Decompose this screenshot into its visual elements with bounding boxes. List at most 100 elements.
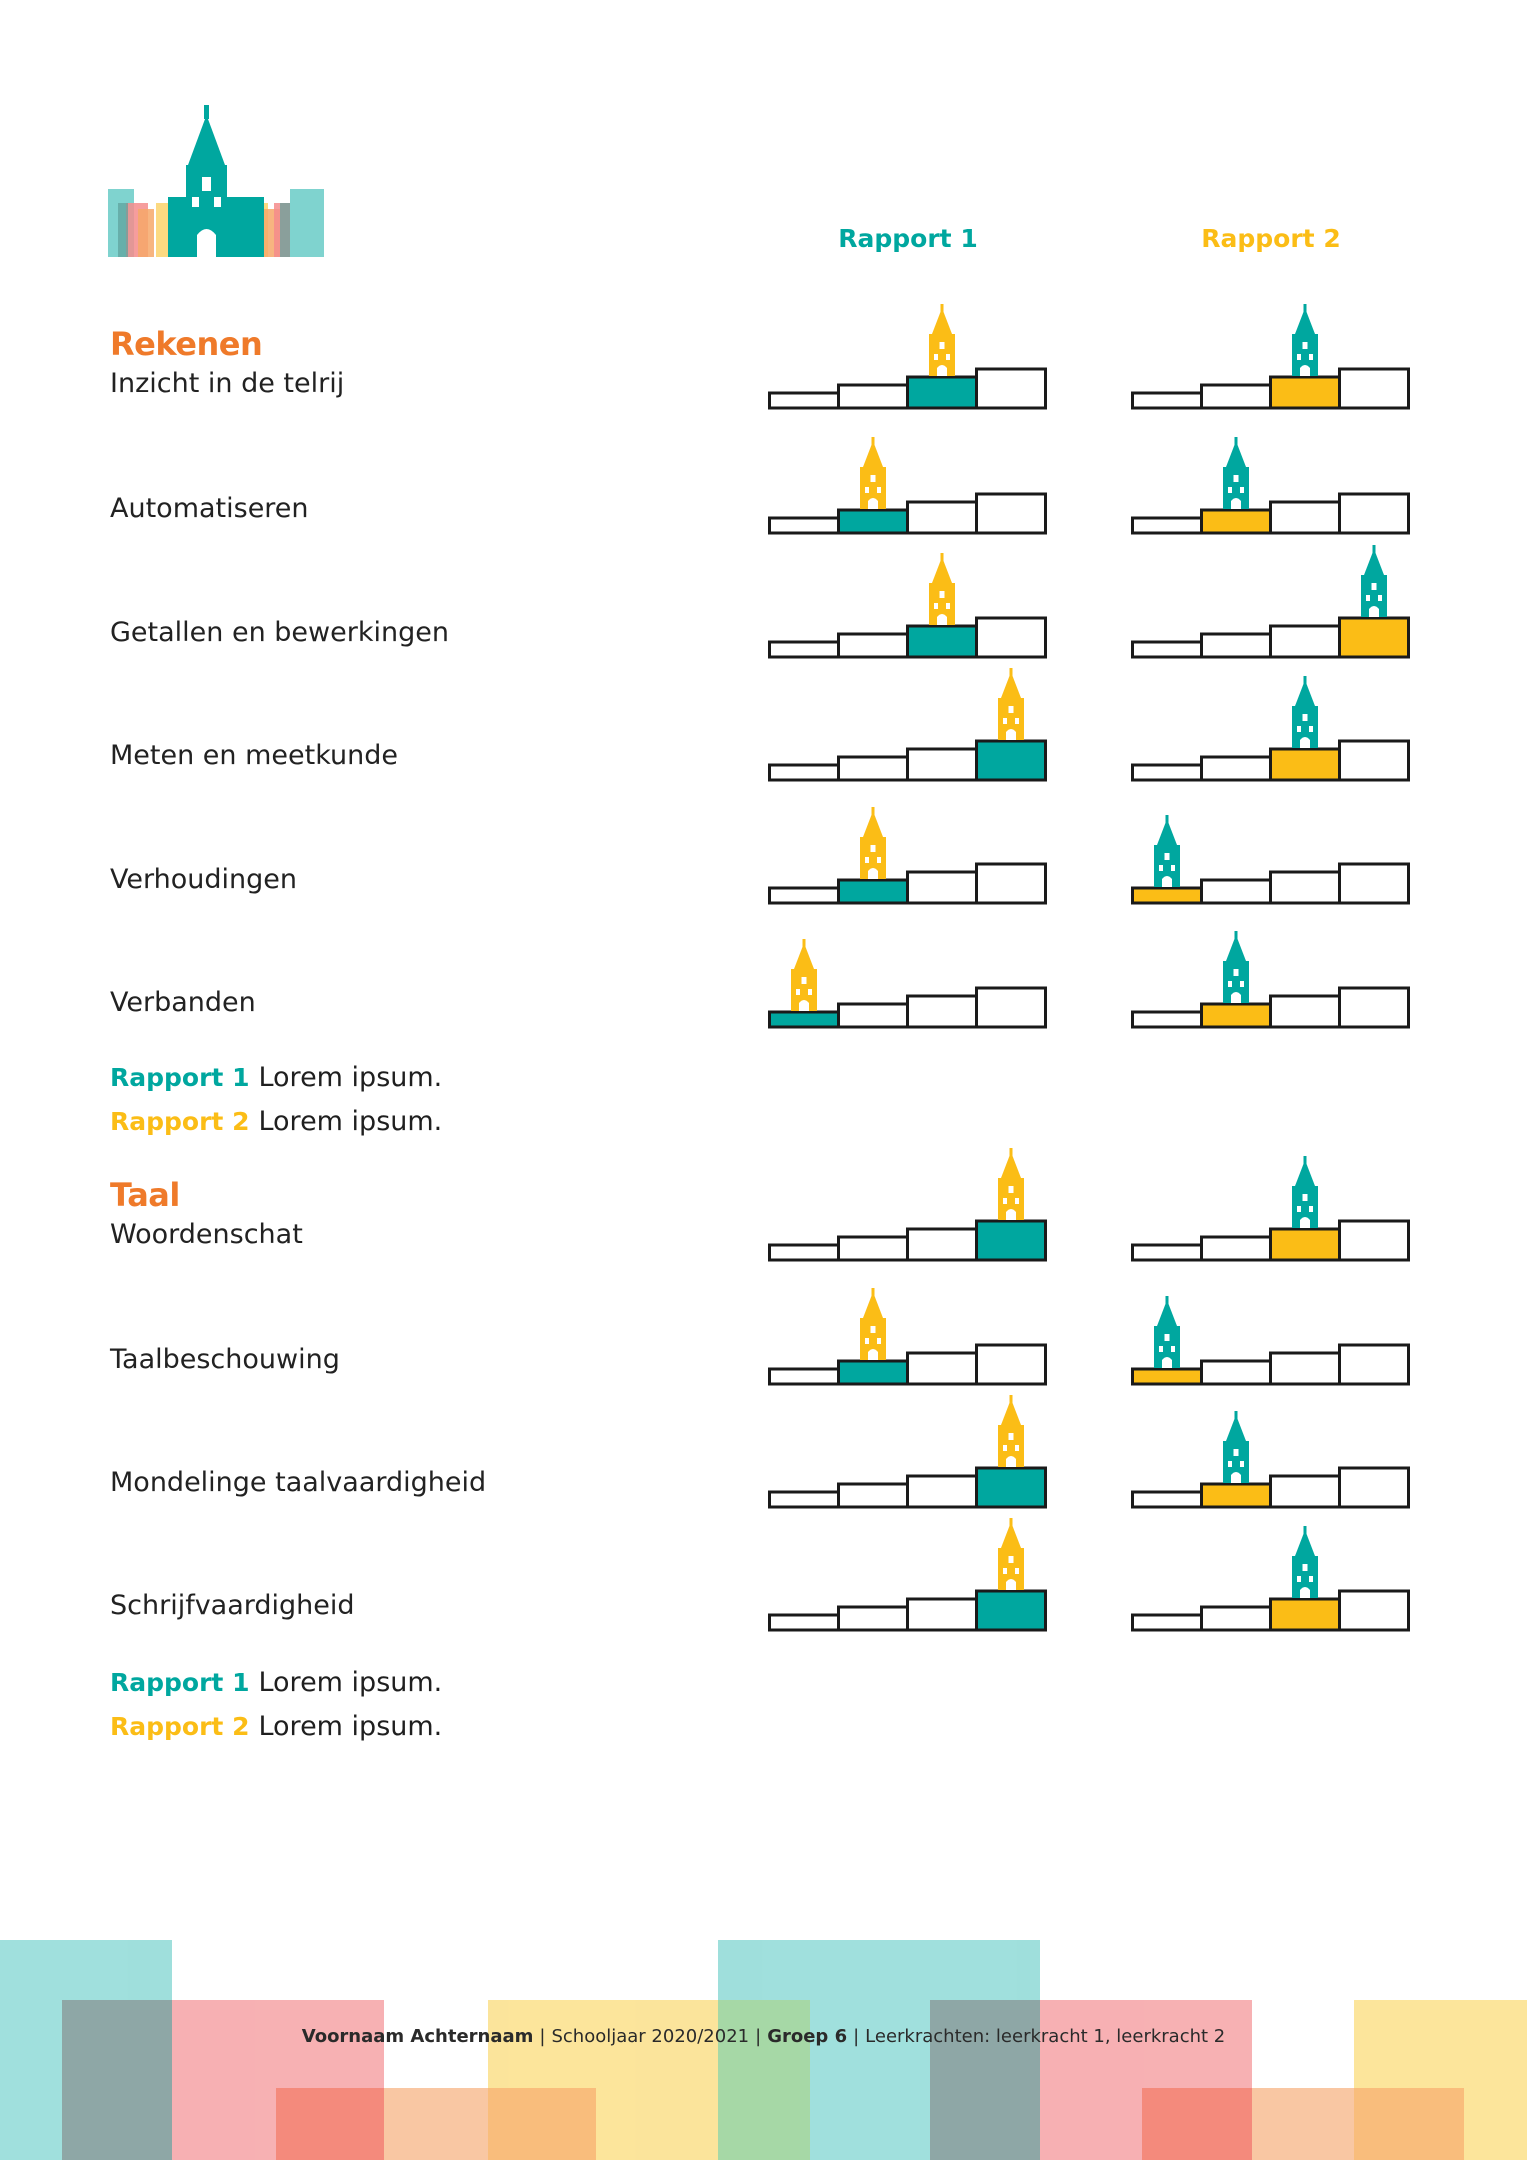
level-indicator-rapport-1 (768, 1395, 1047, 1509)
level-step (975, 1466, 1047, 1509)
level-step (768, 1613, 840, 1632)
level-step (975, 986, 1047, 1029)
level-indicator-rapport-1 (768, 807, 1047, 905)
level-indicator-rapport-2 (1131, 1526, 1410, 1632)
tower-marker-icon (1154, 815, 1180, 887)
level-step (906, 375, 978, 410)
level-step (1269, 747, 1341, 782)
tower-marker-icon (998, 1148, 1024, 1220)
level-step (837, 1002, 909, 1029)
level-step (1200, 1002, 1272, 1029)
level-step (1338, 862, 1410, 905)
row-label: Inzicht in de telrij (110, 368, 345, 399)
level-indicator-rapport-1 (768, 939, 1047, 1029)
row-label: Meten en meetkunde (110, 740, 398, 771)
level-indicator-rapport-2 (1131, 545, 1410, 659)
level-step (1338, 1343, 1410, 1386)
level-indicator-rapport-1 (768, 304, 1047, 410)
note-tag: Rapport 2 (110, 1107, 250, 1136)
row-label: Getallen en bewerkingen (110, 617, 449, 648)
row-label: Verhoudingen (110, 864, 297, 895)
level-step (906, 1351, 978, 1386)
level-step (1338, 492, 1410, 535)
tower-marker-icon (1292, 676, 1318, 748)
school-logo (108, 105, 324, 257)
level-indicator-rapport-2 (1131, 437, 1410, 535)
row-label: Schrijfvaardigheid (110, 1590, 355, 1621)
column-header-rapport-1: Rapport 1 (838, 224, 978, 253)
row-label: Woordenschat (110, 1219, 303, 1250)
section-title-rekenen: Rekenen (110, 325, 263, 363)
tower-marker-icon (1223, 931, 1249, 1003)
level-step (1269, 375, 1341, 410)
row-label: Taalbeschouwing (110, 1344, 340, 1375)
level-indicator-rapport-2 (1131, 1296, 1410, 1386)
tower-marker-icon (929, 304, 955, 376)
level-step (1338, 1589, 1410, 1632)
tower-marker-icon (1361, 545, 1387, 617)
footer-name: Voornaam Achternaam (301, 2026, 534, 2047)
level-step (975, 739, 1047, 782)
tower-marker-icon (860, 1288, 886, 1360)
footer-schooljaar: Schooljaar 2020/2021 (551, 2026, 750, 2047)
tower-marker-icon (1292, 1526, 1318, 1598)
tower-marker-icon (1223, 437, 1249, 509)
level-indicator-rapport-2 (1131, 931, 1410, 1029)
level-step (1338, 367, 1410, 410)
level-indicator-rapport-1 (768, 668, 1047, 782)
level-step (1131, 1613, 1203, 1632)
tower-marker-icon (1292, 304, 1318, 376)
level-step (1131, 1010, 1203, 1029)
note-rapport-2: Rapport 2 Lorem ipsum. (110, 1711, 442, 1742)
tower-marker-icon (998, 1518, 1024, 1590)
level-step (975, 1589, 1047, 1632)
column-header-rapport-2: Rapport 2 (1201, 224, 1341, 253)
level-step (1269, 500, 1341, 535)
footer-groep: Groep 6 (767, 2026, 848, 2047)
note-text: Lorem ipsum. (258, 1711, 443, 1742)
level-indicator-rapport-1 (768, 553, 1047, 659)
level-indicator-rapport-2 (1131, 1411, 1410, 1509)
level-indicator-rapport-2 (1131, 815, 1410, 905)
level-step (975, 367, 1047, 410)
level-indicator-rapport-1 (768, 1148, 1047, 1262)
level-step (975, 1219, 1047, 1262)
level-step (906, 1597, 978, 1632)
note-rapport-2: Rapport 2 Lorem ipsum. (110, 1106, 442, 1137)
note-rapport-1: Rapport 1 Lorem ipsum. (110, 1667, 442, 1698)
level-step (1269, 994, 1341, 1029)
row-label: Automatiseren (110, 493, 309, 524)
level-indicator-rapport-1 (768, 1518, 1047, 1632)
note-rapport-1: Rapport 1 Lorem ipsum. (110, 1062, 442, 1093)
level-step (1338, 739, 1410, 782)
tower-marker-icon (929, 553, 955, 625)
tower-marker-icon (860, 807, 886, 879)
level-step (906, 624, 978, 659)
level-step (837, 1605, 909, 1632)
tower-marker-icon (1154, 1296, 1180, 1368)
level-step (975, 862, 1047, 905)
level-step (1338, 616, 1410, 659)
tower-marker-icon (860, 437, 886, 509)
level-step (975, 616, 1047, 659)
level-indicator-rapport-1 (768, 437, 1047, 535)
level-indicator-rapport-2 (1131, 304, 1410, 410)
level-indicator-rapport-2 (1131, 676, 1410, 782)
level-step (1269, 1597, 1341, 1632)
note-tag: Rapport 2 (110, 1712, 250, 1741)
level-indicator-rapport-2 (1131, 1156, 1410, 1262)
tower-marker-icon (998, 668, 1024, 740)
level-step (1200, 1605, 1272, 1632)
tower-marker-icon (1223, 1411, 1249, 1483)
note-tag: Rapport 1 (110, 1668, 250, 1697)
level-step (906, 994, 978, 1029)
level-step (975, 1343, 1047, 1386)
footer-info: Voornaam Achternaam | Schooljaar 2020/2021… (301, 2026, 1226, 2047)
note-text: Lorem ipsum. (258, 1667, 443, 1698)
tower-marker-icon (998, 1395, 1024, 1467)
level-step (1338, 1466, 1410, 1509)
note-text: Lorem ipsum. (258, 1062, 443, 1093)
row-label: Mondelinge taalvaardigheid (110, 1467, 487, 1498)
level-indicator-rapport-1 (768, 1288, 1047, 1386)
level-step (1338, 1219, 1410, 1262)
